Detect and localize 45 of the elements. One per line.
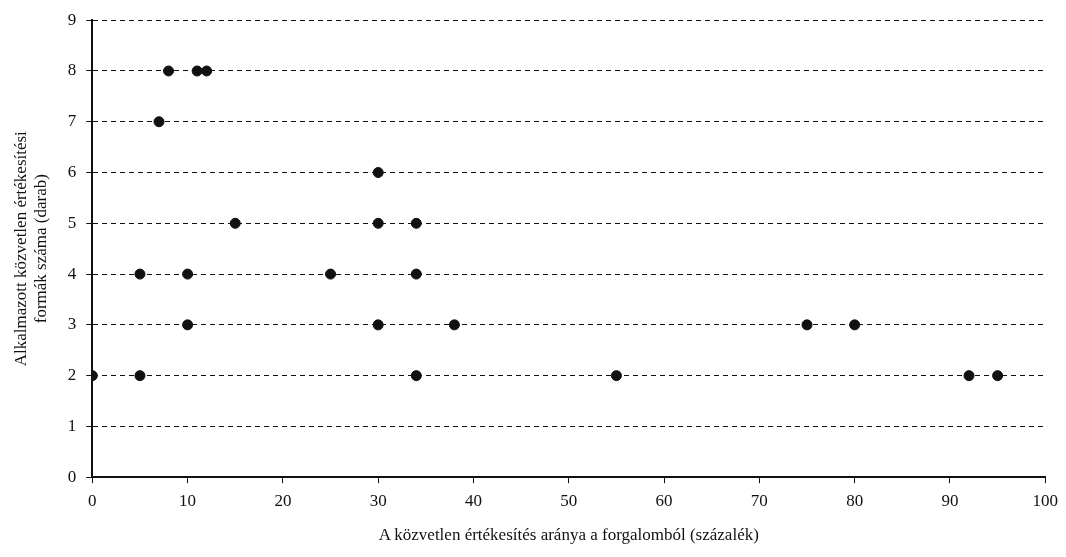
- y-tick-label: 3: [67, 314, 77, 334]
- x-tick-label: 50: [560, 490, 578, 510]
- y-tick-label: 9: [67, 9, 77, 29]
- point: [372, 167, 384, 179]
- y-tick-label: 1: [67, 415, 77, 435]
- y-tick-label: 5: [67, 212, 77, 232]
- x-tick-label: 30: [369, 490, 387, 510]
- y-tick-label: 4: [67, 263, 77, 283]
- point: [134, 268, 146, 280]
- x-axis-title: A közvetlen értékesítés aránya a forgalomból (százalék): [378, 525, 759, 545]
- point: [448, 319, 460, 331]
- point: [963, 370, 975, 382]
- point: [410, 268, 422, 280]
- point: [610, 370, 622, 382]
- y-tick-label: 0: [67, 466, 77, 486]
- point: [372, 217, 384, 229]
- y-tick-label: 2: [67, 365, 77, 385]
- x-tick-label: 70: [750, 490, 768, 510]
- point: [410, 217, 422, 229]
- x-tick-label: 0: [88, 490, 97, 510]
- x-tick-label: 20: [274, 490, 292, 510]
- y-axis-title: Alkalmazott közvetlen értékesítési formák száma (darab): [10, 130, 51, 367]
- x-tick-label: 100: [1032, 490, 1058, 510]
- point: [801, 319, 813, 331]
- y-tick-label: 6: [67, 162, 77, 181]
- x-tick-label: 60: [655, 490, 673, 510]
- x-tick-label: 10: [179, 490, 197, 510]
- x-tick-label: 90: [941, 490, 959, 510]
- point: [201, 65, 213, 77]
- point: [163, 65, 175, 77]
- y-tick-label: 7: [67, 111, 77, 131]
- point: [849, 319, 861, 331]
- x-tick-label: 40: [464, 490, 482, 510]
- point: [153, 116, 165, 128]
- point: [182, 268, 194, 280]
- x-tick-label: 80: [846, 490, 864, 510]
- point: [229, 217, 241, 229]
- point: [325, 268, 337, 280]
- point: [134, 370, 146, 382]
- y-tick-label: 8: [67, 60, 77, 80]
- point: [372, 319, 384, 331]
- point: [410, 370, 422, 382]
- point: [191, 65, 203, 77]
- point: [992, 370, 1004, 382]
- point: [182, 319, 194, 331]
